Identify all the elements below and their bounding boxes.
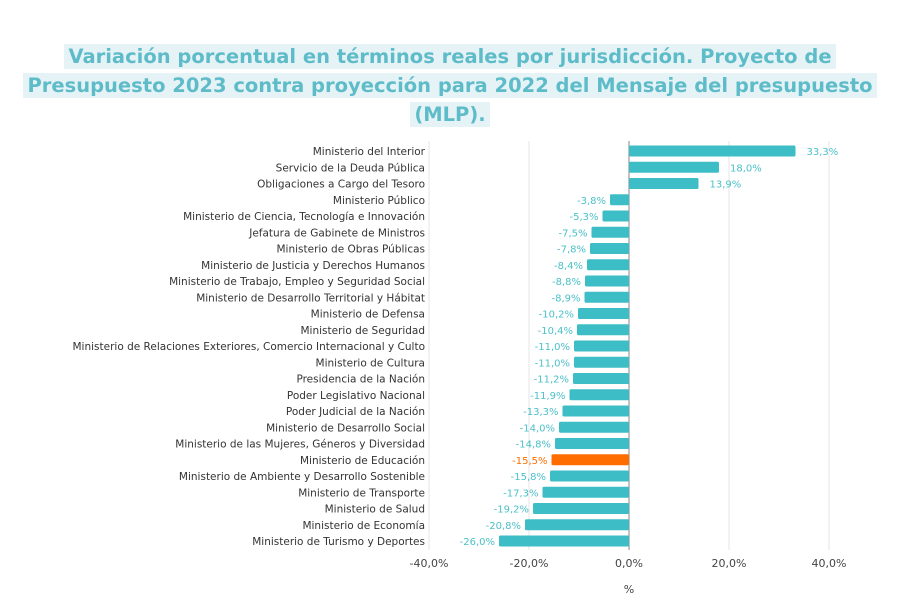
bar (629, 161, 719, 173)
bar (590, 243, 629, 254)
category-label: Ministerio de Justicia y Derechos Humano… (201, 260, 425, 272)
bar (533, 503, 629, 514)
bar (577, 324, 629, 336)
bar (569, 389, 629, 401)
x-tick-label: -40,0% (410, 557, 449, 570)
bar (574, 340, 629, 352)
bar (585, 275, 629, 287)
category-label: Ministerio Público (333, 195, 425, 207)
bar (629, 145, 796, 157)
category-label: Jefatura de Gabinete de Ministros (248, 227, 425, 239)
category-label: Ministerio de Seguridad (301, 325, 426, 337)
data-label: -10,4% (538, 326, 573, 337)
category-label: Obligaciones a Cargo del Tesoro (257, 179, 425, 191)
bar (499, 535, 629, 547)
data-label: -11,2% (534, 375, 569, 386)
bar (525, 519, 629, 531)
data-label: 13,9% (710, 180, 742, 191)
data-label: -19,2% (494, 505, 529, 516)
x-tick-label: 0,0% (615, 557, 643, 570)
data-label: -7,5% (558, 228, 587, 239)
data-label: -14,0% (520, 423, 555, 434)
bar (573, 373, 629, 384)
data-label: -5,3% (569, 212, 598, 223)
bar (551, 454, 629, 466)
category-label: Poder Legislativo Nacional (287, 390, 425, 402)
data-label: -17,3% (503, 488, 538, 499)
x-tick-label: 20,0% (712, 557, 747, 570)
category-label: Ministerio de Desarrollo Territorial y H… (196, 292, 425, 304)
data-label: -13,3% (523, 407, 558, 418)
data-label: -26,0% (460, 537, 495, 548)
category-label: Ministerio de Educación (300, 455, 425, 467)
data-label: -8,8% (552, 277, 581, 288)
bar (602, 210, 629, 222)
category-label: Servicio de la Deuda Pública (276, 162, 425, 174)
category-label: Ministerio del Interior (313, 146, 426, 158)
data-label: -7,8% (557, 245, 586, 256)
category-label: Ministerio de Desarrollo Social (266, 422, 425, 434)
data-label: 18,0% (730, 163, 762, 174)
bar (559, 421, 629, 433)
data-label: -14,8% (516, 440, 551, 451)
category-label: Ministerio de Transporte (298, 487, 425, 499)
data-label: -11,0% (535, 358, 570, 369)
category-label: Ministerio de Ciencia, Tecnología e Inno… (183, 211, 425, 223)
x-tick-label: 40,0% (812, 557, 847, 570)
data-label: -8,9% (551, 293, 580, 304)
data-label: -20,8% (486, 521, 521, 532)
bar (584, 291, 629, 303)
bar (542, 486, 629, 498)
data-label: -11,0% (535, 342, 570, 353)
bar (555, 438, 629, 449)
bar (629, 178, 699, 189)
bar (574, 356, 629, 368)
x-tick-label: -20,0% (510, 557, 549, 570)
bar (578, 308, 629, 319)
bar (550, 470, 629, 482)
data-label: -3,8% (577, 196, 606, 207)
category-label: Ministerio de Turismo y Deportes (252, 536, 425, 548)
category-label: Ministerio de Defensa (311, 309, 425, 321)
data-label: -8,4% (554, 261, 583, 272)
chart-title: Variación porcentual en términos reales … (0, 42, 900, 129)
data-label: -10,2% (539, 310, 574, 321)
category-label: Ministerio de Trabajo, Empleo y Segurida… (169, 276, 425, 288)
data-label: -15,8% (511, 472, 546, 483)
category-label: Ministerio de Relaciones Exteriores, Com… (73, 341, 426, 353)
category-label: Presidencia de la Nación (296, 374, 425, 386)
category-label: Ministerio de Salud (325, 504, 425, 516)
category-label: Poder Judicial de la Nación (286, 406, 425, 418)
category-label: Ministerio de las Mujeres, Géneros y Div… (175, 439, 425, 451)
category-label: Ministerio de Cultura (316, 357, 425, 369)
category-label: Ministerio de Obras Públicas (276, 244, 425, 256)
category-label: Ministerio de Economía (302, 520, 425, 532)
x-axis-label: % (624, 583, 634, 596)
bar (610, 194, 629, 206)
bar (591, 226, 629, 238)
bar (587, 259, 629, 271)
data-label: 33,3% (807, 147, 839, 158)
bar (562, 405, 629, 417)
data-label: -15,5% (512, 456, 547, 467)
category-label: Ministerio de Ambiente y Desarrollo Sost… (179, 471, 425, 483)
data-label: -11,9% (530, 391, 565, 402)
